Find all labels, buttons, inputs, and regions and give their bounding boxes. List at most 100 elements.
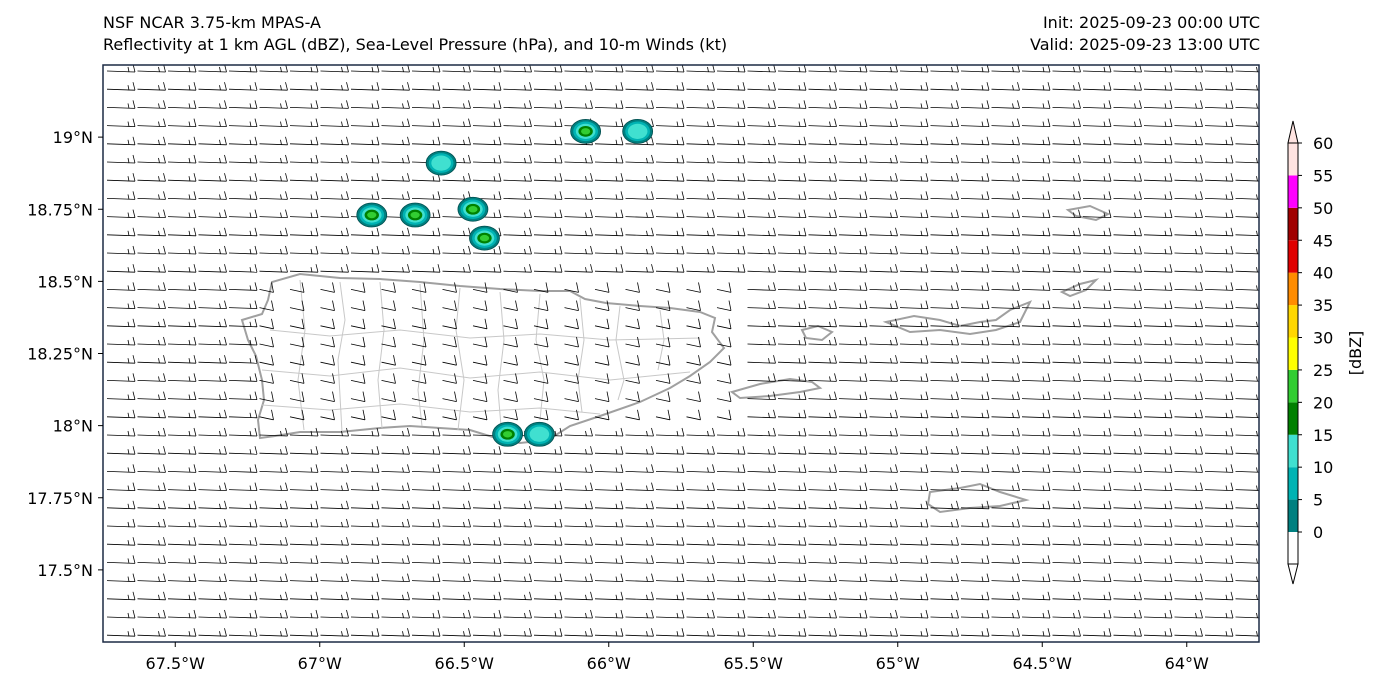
wind-barb xyxy=(1174,355,1203,364)
wind-barb xyxy=(655,355,671,366)
wind-barb xyxy=(289,591,319,601)
wind-barb xyxy=(1174,227,1203,237)
wind-barb xyxy=(1021,100,1051,109)
wind-barb xyxy=(991,555,1020,564)
wind-barb xyxy=(1174,391,1203,400)
wind-barb xyxy=(1113,355,1142,364)
wind-barb xyxy=(1113,464,1142,473)
wind-barb xyxy=(137,300,166,309)
wind-barb xyxy=(594,282,610,293)
wind-barb xyxy=(808,464,837,473)
wind-barb xyxy=(503,100,532,109)
wind-barb xyxy=(198,555,227,564)
wind-barb xyxy=(747,446,776,455)
wind-barb xyxy=(1113,518,1142,528)
wind-barb xyxy=(381,591,410,601)
wind-barb xyxy=(625,154,654,164)
wind-barb xyxy=(594,82,624,91)
wind-barb xyxy=(747,100,776,109)
wind-barb xyxy=(1143,209,1173,218)
wind-barb xyxy=(716,591,746,601)
wind-barb xyxy=(747,409,776,419)
wind-barb xyxy=(838,446,868,455)
wind-barb xyxy=(777,118,807,127)
wind-barb xyxy=(167,555,197,564)
wind-barb xyxy=(655,446,685,455)
wind-barb xyxy=(106,191,136,200)
wind-barb xyxy=(594,336,610,348)
wind-barb xyxy=(960,300,990,309)
wind-barb xyxy=(594,500,624,510)
wind-barb xyxy=(472,373,488,384)
wind-barb xyxy=(442,355,457,366)
wind-barb xyxy=(106,500,136,510)
wind-barb xyxy=(1021,482,1051,491)
wind-barb xyxy=(1052,355,1081,364)
wind-barb xyxy=(930,191,959,200)
colorbar-swatch xyxy=(1288,272,1298,306)
wind-barb xyxy=(106,355,136,364)
wind-barb xyxy=(533,318,549,330)
wind-barb xyxy=(228,373,258,382)
wind-barb xyxy=(899,154,929,164)
wind-barb xyxy=(1082,100,1112,109)
wind-barb xyxy=(442,282,457,293)
wind-barb xyxy=(564,264,593,273)
wind-barb xyxy=(411,628,441,637)
wind-barb xyxy=(686,464,715,473)
wind-barb xyxy=(930,118,959,127)
wind-barb xyxy=(869,100,898,109)
wind-barb xyxy=(381,355,396,366)
wind-barb xyxy=(625,100,654,109)
wind-barb xyxy=(472,136,502,146)
wind-barb xyxy=(320,555,349,564)
wind-barb xyxy=(381,464,410,473)
wind-barb xyxy=(411,609,441,619)
wind-barb xyxy=(869,282,898,291)
wind-barb xyxy=(1021,118,1051,127)
lon-tick-label: 67.5°W xyxy=(146,654,206,673)
wind-barb xyxy=(320,518,349,528)
wind-barb xyxy=(411,227,441,237)
wind-barb xyxy=(1052,154,1081,164)
wind-barb xyxy=(777,209,807,218)
wind-barb xyxy=(960,446,990,455)
wind-barb xyxy=(381,555,410,564)
wind-barb xyxy=(564,82,593,91)
wind-barb xyxy=(930,591,959,601)
wind-barb xyxy=(472,154,502,164)
wind-barb xyxy=(320,209,349,218)
wind-barb xyxy=(442,464,471,473)
wind-barb xyxy=(1204,355,1234,364)
wind-barb xyxy=(808,173,837,182)
wind-barb xyxy=(594,628,624,637)
wind-barb xyxy=(1113,82,1142,91)
wind-barb xyxy=(716,209,746,218)
wind-barb xyxy=(1052,555,1081,564)
colorbar-tick-label: 20 xyxy=(1313,393,1333,412)
wind-barb xyxy=(533,391,549,402)
wind-barb xyxy=(655,282,671,293)
wind-barb xyxy=(869,245,898,255)
wind-barb xyxy=(1082,391,1112,400)
wind-barb xyxy=(991,591,1020,601)
wind-barb xyxy=(1174,409,1203,419)
wind-barb xyxy=(899,355,929,364)
wind-barb xyxy=(594,518,624,528)
wind-barb xyxy=(1204,427,1234,437)
wind-barb xyxy=(991,427,1020,437)
wind-barb xyxy=(1113,227,1142,237)
wind-barb xyxy=(1174,609,1203,619)
reflectivity-cell xyxy=(457,196,489,222)
lat-tick-label: 18.25°N xyxy=(27,345,93,364)
wind-barb xyxy=(411,518,441,528)
wind-barb xyxy=(381,154,410,164)
wind-barb xyxy=(716,464,746,473)
wind-barb xyxy=(320,355,335,366)
wind-barb xyxy=(564,464,593,473)
colorbar-tick-label: 40 xyxy=(1313,264,1333,283)
wind-barb xyxy=(808,100,837,109)
wind-barb xyxy=(289,464,319,473)
wind-barb xyxy=(472,591,502,601)
wind-barb xyxy=(686,300,701,311)
